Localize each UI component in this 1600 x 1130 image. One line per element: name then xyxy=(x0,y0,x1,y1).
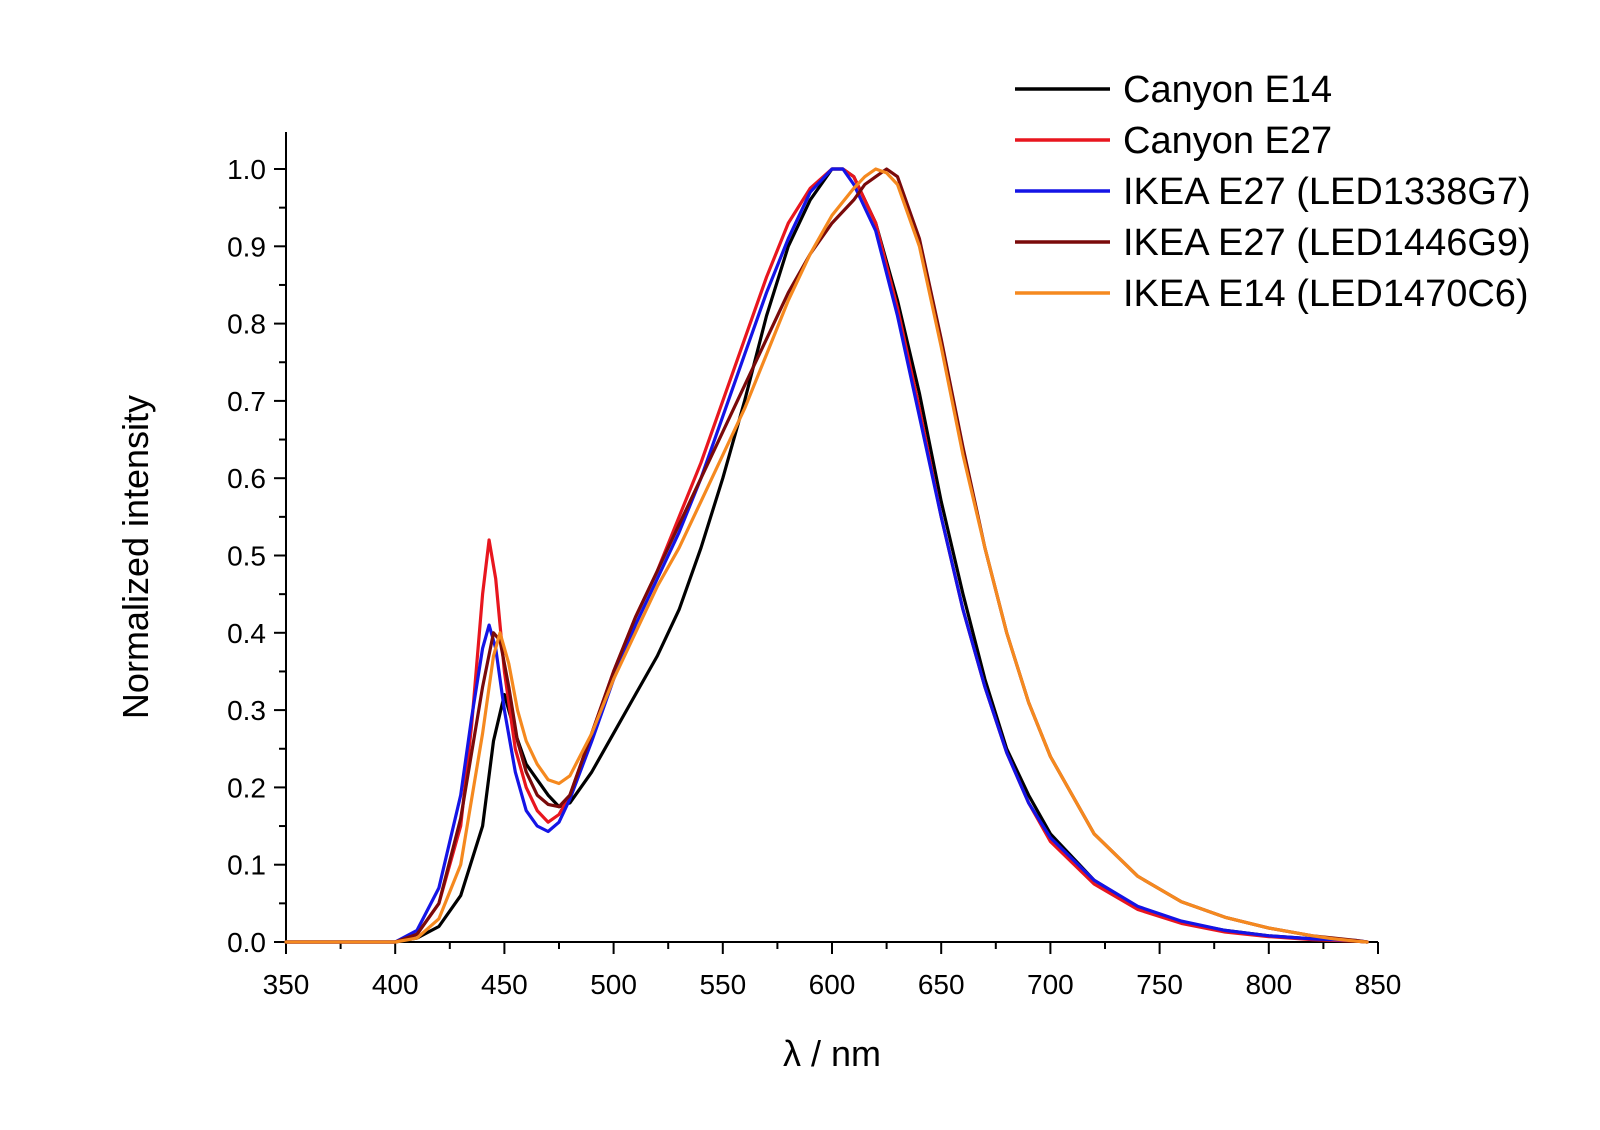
legend-label-3: IKEA E27 (LED1338G7) xyxy=(1123,171,1531,213)
x-axis-title: λ / nm xyxy=(783,1033,881,1074)
x-tick-label: 750 xyxy=(1136,969,1183,1000)
x-tick-label: 400 xyxy=(372,969,419,1000)
y-tick-label: 0.8 xyxy=(227,309,266,340)
x-tick-label: 600 xyxy=(809,969,856,1000)
legend-label-5: IKEA E14 (LED1470C6) xyxy=(1123,273,1529,315)
legend: Canyon E14 Canyon E27 IKEA E27 (LED1338G7)… xyxy=(1015,69,1531,315)
y-tick-label: 0.1 xyxy=(227,850,266,881)
y-tick-label: 0.6 xyxy=(227,463,266,494)
legend-label-4: IKEA E27 (LED1446G9) xyxy=(1123,222,1531,264)
y-tick-label: 0.0 xyxy=(227,927,266,958)
x-tick-label: 350 xyxy=(263,969,310,1000)
x-tick-label: 500 xyxy=(590,969,637,1000)
y-tick-label: 0.9 xyxy=(227,231,266,262)
x-tick-label: 850 xyxy=(1355,969,1402,1000)
y-axis-title: Normalized intensity xyxy=(115,395,156,719)
legend-label-1: Canyon E14 xyxy=(1123,69,1332,111)
x-tick-label: 800 xyxy=(1245,969,1292,1000)
axes: 350 400 450 500 550 600 650 700 750 800 850 0.0 0.1 0… xyxy=(227,132,1401,1000)
x-tick-label: 650 xyxy=(918,969,965,1000)
legend-label-2: Canyon E27 xyxy=(1123,120,1332,162)
y-tick-label: 0.4 xyxy=(227,618,266,649)
x-tick-label: 550 xyxy=(699,969,746,1000)
series-line-2 xyxy=(284,167,1369,944)
y-tick-label: 0.5 xyxy=(227,541,266,572)
x-tick-label: 450 xyxy=(481,969,528,1000)
y-tick-label: 1.0 xyxy=(227,154,266,185)
x-tick-label: 700 xyxy=(1027,969,1074,1000)
y-tick-label: 0.7 xyxy=(227,386,266,417)
y-tick-label: 0.3 xyxy=(227,695,266,726)
series-line-5 xyxy=(284,167,1369,944)
y-tick-label: 0.2 xyxy=(227,772,266,803)
series-group xyxy=(284,167,1369,944)
